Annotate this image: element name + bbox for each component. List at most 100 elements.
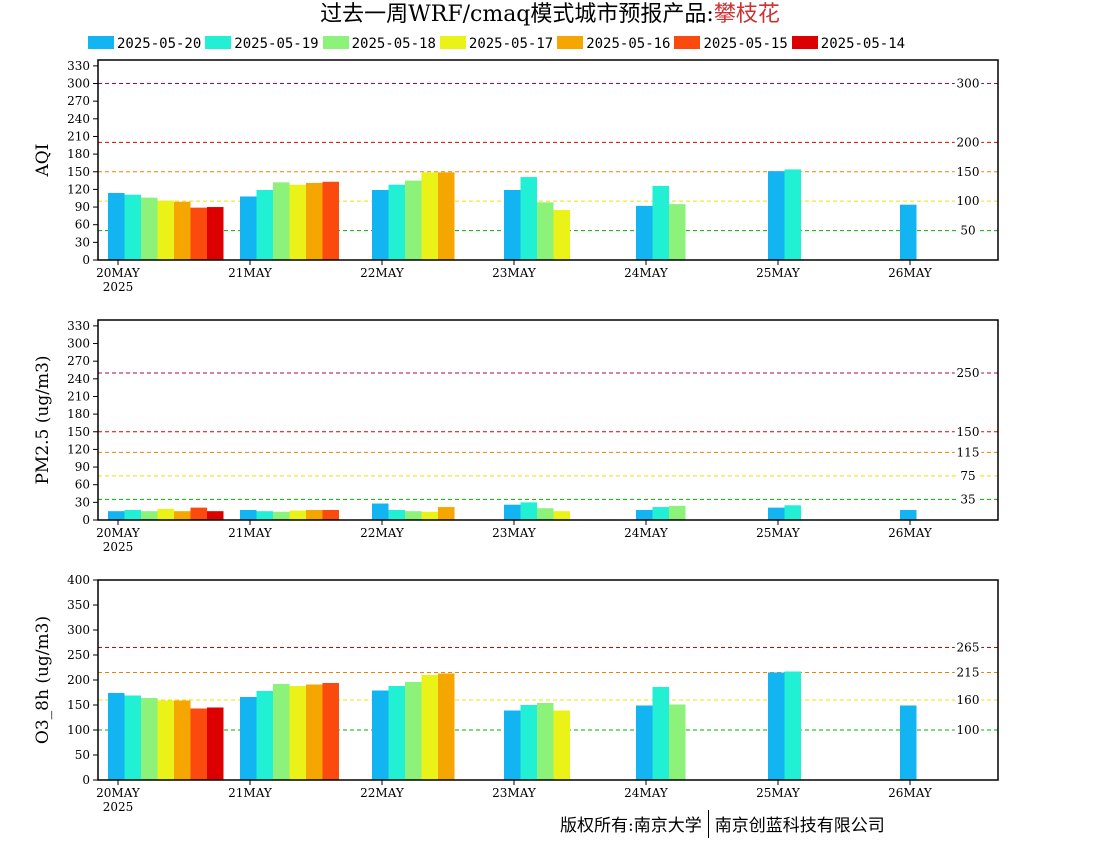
bar bbox=[174, 201, 191, 260]
x-tick-label: 26MAY bbox=[888, 786, 933, 800]
bar bbox=[900, 204, 917, 260]
threshold-label: 215 bbox=[957, 666, 980, 680]
bar bbox=[141, 511, 158, 520]
x-tick-label: 21MAY bbox=[228, 266, 273, 280]
y-tick-label: 0 bbox=[82, 773, 90, 787]
x-tick-label: 23MAY bbox=[492, 786, 537, 800]
bar bbox=[240, 196, 257, 260]
bar bbox=[256, 691, 273, 780]
legend-swatch bbox=[674, 36, 701, 49]
threshold-label-bg bbox=[954, 724, 982, 736]
bar bbox=[504, 710, 521, 780]
legend-swatch bbox=[205, 36, 232, 49]
bar bbox=[768, 672, 785, 780]
bar bbox=[405, 180, 422, 260]
bar bbox=[520, 177, 537, 260]
y-tick-label: 400 bbox=[67, 573, 90, 587]
bar bbox=[669, 204, 686, 260]
bar bbox=[900, 510, 917, 520]
bar bbox=[900, 705, 917, 780]
bar bbox=[388, 510, 405, 520]
footer-divider bbox=[707, 810, 709, 838]
bar bbox=[372, 690, 389, 780]
y-tick-label: 30 bbox=[75, 235, 90, 249]
x-tick-label: 20MAY bbox=[96, 786, 141, 800]
y-tick-label: 120 bbox=[67, 182, 90, 196]
legend-item: 2025-05-15 bbox=[674, 36, 791, 52]
x-tick-label: 26MAY bbox=[888, 266, 933, 280]
legend-item: 2025-05-20 bbox=[88, 36, 205, 52]
y-tick-label: 240 bbox=[67, 372, 90, 386]
threshold-label: 150 bbox=[957, 425, 980, 439]
threshold-label: 100 bbox=[957, 723, 980, 737]
threshold-label: 300 bbox=[957, 77, 980, 91]
bar bbox=[520, 502, 537, 520]
threshold-label-bg bbox=[954, 136, 982, 149]
bar bbox=[768, 507, 785, 520]
x-tick-label: 25MAY bbox=[756, 266, 801, 280]
bar bbox=[108, 693, 125, 780]
x-year-label: 2025 bbox=[103, 280, 134, 294]
bar bbox=[256, 190, 273, 260]
bar bbox=[537, 202, 554, 260]
bar bbox=[438, 673, 455, 780]
bar bbox=[504, 504, 521, 520]
bar bbox=[553, 210, 570, 260]
legend-label: 2025-05-18 bbox=[351, 36, 436, 52]
y-tick-label: 270 bbox=[67, 94, 90, 108]
bar bbox=[190, 708, 207, 780]
bar bbox=[652, 687, 669, 780]
y-tick-label: 30 bbox=[75, 495, 90, 509]
threshold-label-bg bbox=[954, 366, 982, 379]
threshold-label-bg bbox=[954, 666, 982, 679]
bar bbox=[553, 511, 570, 520]
x-tick-label: 22MAY bbox=[360, 266, 405, 280]
x-tick-label: 25MAY bbox=[756, 526, 801, 540]
x-tick-label: 23MAY bbox=[492, 526, 537, 540]
bar bbox=[240, 697, 257, 780]
threshold-label-bg bbox=[958, 493, 978, 506]
threshold-label-bg bbox=[954, 446, 982, 459]
bar bbox=[273, 511, 290, 520]
legend-item: 2025-05-18 bbox=[322, 36, 440, 52]
threshold-label-bg bbox=[954, 641, 982, 654]
threshold-label: 150 bbox=[957, 165, 980, 179]
threshold-label: 200 bbox=[957, 135, 980, 149]
bar bbox=[207, 707, 224, 780]
threshold-label-bg bbox=[954, 195, 982, 208]
bar bbox=[108, 192, 125, 260]
footer-right: 南京创蓝科技有限公司 bbox=[714, 816, 885, 836]
y-tick-label: 150 bbox=[67, 698, 90, 712]
x-year-label: 2025 bbox=[103, 540, 134, 554]
y-axis-title: PM2.5 (ug/m3) bbox=[33, 355, 53, 484]
bar bbox=[256, 511, 273, 520]
bar bbox=[421, 511, 438, 520]
y-tick-label: 330 bbox=[67, 59, 90, 73]
bar bbox=[652, 185, 669, 260]
legend-label: 2025-05-14 bbox=[820, 36, 906, 52]
y-tick-label: 350 bbox=[67, 598, 90, 612]
threshold-label-bg bbox=[954, 165, 982, 178]
threshold-label: 75 bbox=[960, 469, 975, 483]
x-tick-label: 21MAY bbox=[228, 526, 273, 540]
x-tick-label: 20MAY bbox=[96, 526, 141, 540]
legend-label: 2025-05-16 bbox=[586, 36, 671, 52]
threshold-label: 50 bbox=[960, 224, 975, 238]
threshold-label: 160 bbox=[957, 693, 980, 707]
bar bbox=[190, 507, 207, 520]
threshold-label-bg bbox=[958, 224, 978, 237]
bar bbox=[124, 695, 141, 780]
bar bbox=[141, 698, 158, 780]
bar bbox=[421, 675, 438, 780]
bar bbox=[322, 181, 339, 260]
bar bbox=[306, 182, 323, 260]
y-tick-label: 200 bbox=[67, 673, 90, 687]
y-tick-label: 300 bbox=[67, 77, 90, 91]
x-tick-label: 24MAY bbox=[624, 266, 669, 280]
title-prefix: 过去一周WRF/cmaq模式城市预报产品: bbox=[320, 2, 714, 27]
threshold-label-bg bbox=[954, 425, 982, 438]
bar bbox=[636, 705, 653, 780]
bar bbox=[553, 710, 570, 780]
x-year-label: 2025 bbox=[103, 800, 134, 814]
bar bbox=[784, 671, 801, 780]
